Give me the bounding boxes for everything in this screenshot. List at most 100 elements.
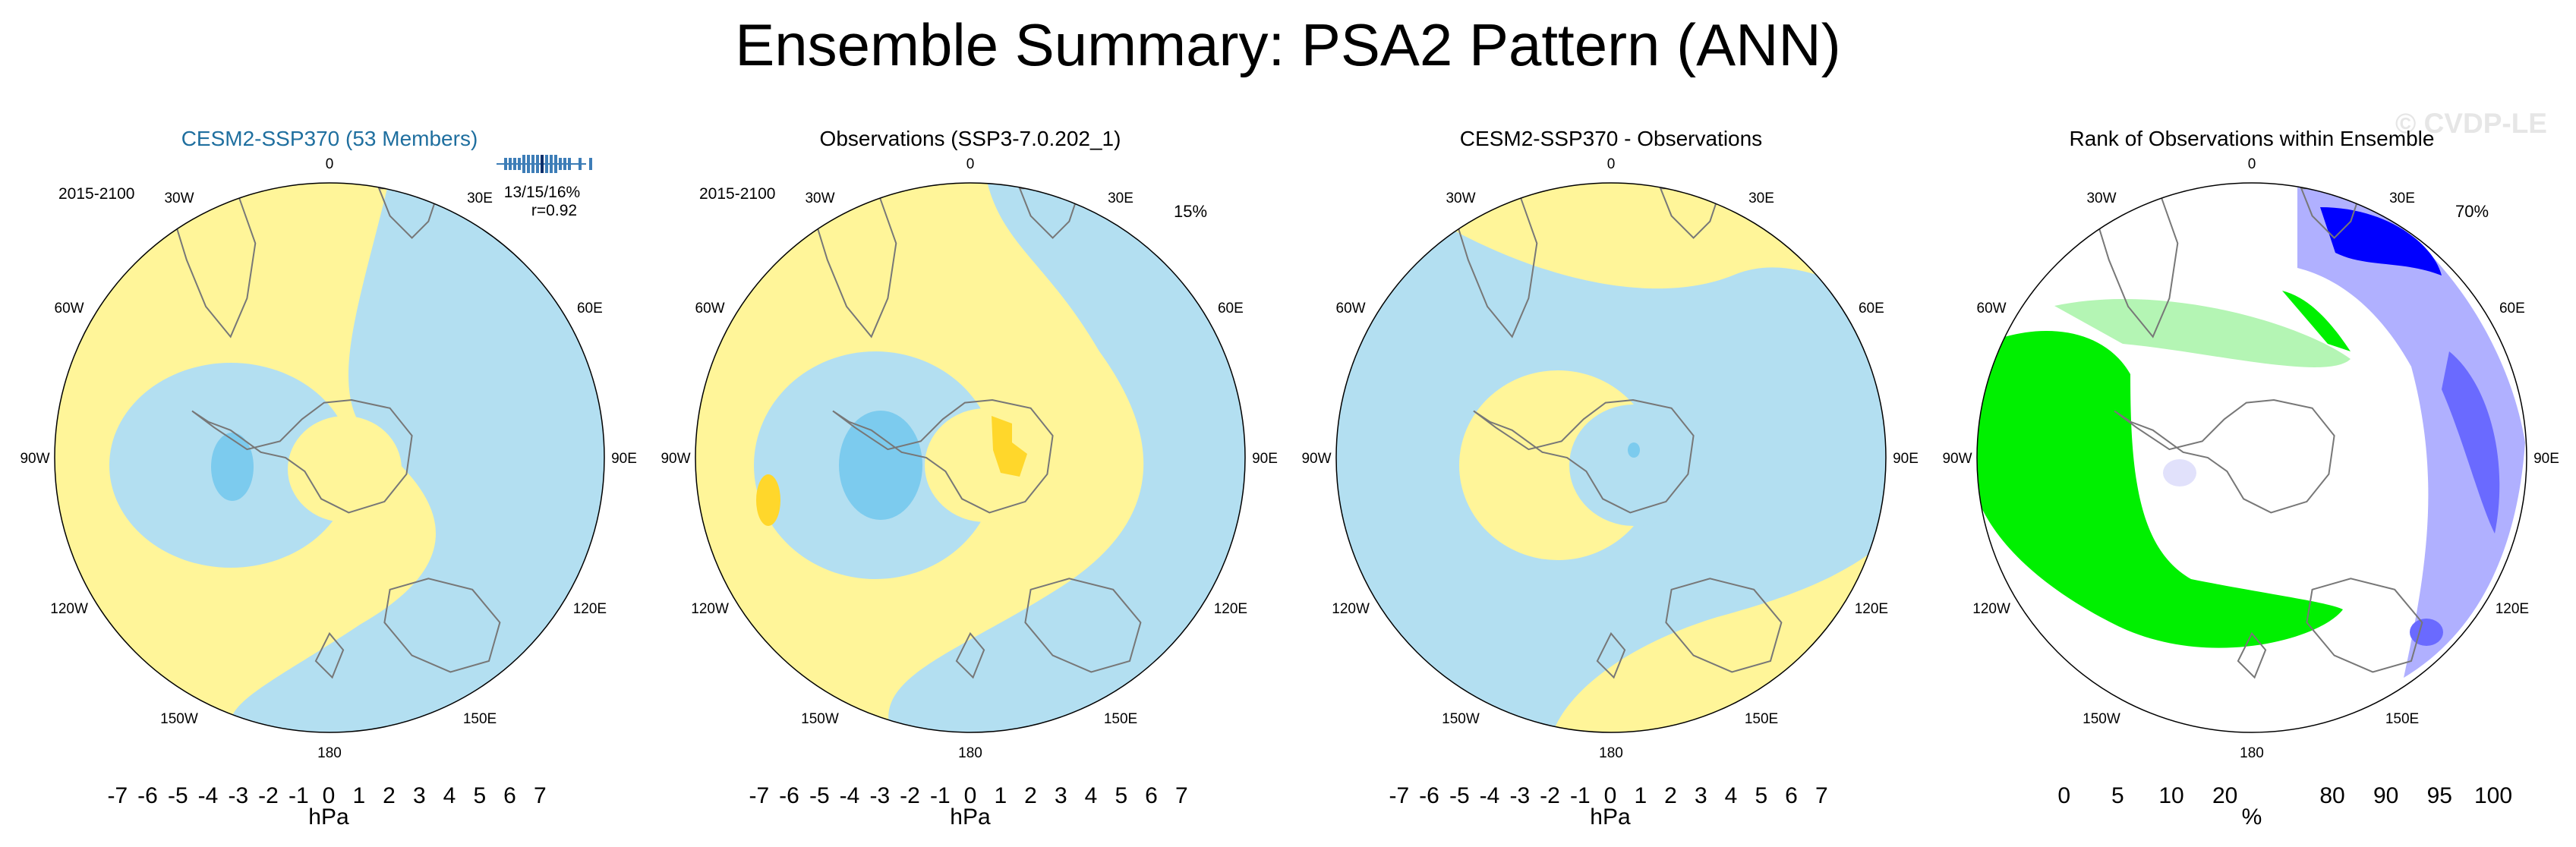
colorbar-tick-label: 100 [2474,783,2512,808]
colorbar-tick-label: 5 [1115,783,1127,808]
panel-4: 0 30E 60E 90E 120E 150E 180 150W 120W 90W 60W 30W Ra… [1942,127,2559,761]
longitude-label-90e: 90E [1252,451,1278,467]
panel-2: 0 30E 60E 90E 120E 150E 180 150W 120W 90W 60W 30W Ob… [661,127,1277,761]
colorbar-tick-label: -4 [1480,783,1500,808]
longitude-label-30e: 30E [1748,190,1774,206]
longitude-label-120w: 120W [50,601,88,617]
colorbar-tick-label: -4 [840,783,860,808]
colorbar-tick-label: -2 [1540,783,1560,808]
longitude-labels: 0 30E 60E 90E 120E 150E 180 150W 120W 90W 60W 30W [661,156,1277,761]
longitude-labels: 0 30E 60E 90E 120E 150E 180 150W 120W 90W 60W 30W [1301,156,1918,761]
longitude-label-150w: 150W [1442,711,1480,727]
longitude-label-60e: 60E [2499,301,2525,316]
colorbar-tick-label: 4 [1085,783,1098,808]
field-positive-core [992,416,1027,477]
colorbar-tick-label: -7 [1389,783,1409,808]
panel-title: Observations (SSP3-7.0.202_1) [820,127,1121,150]
field-negative-core [839,411,922,520]
field-layer [55,183,604,732]
longitude-label-60e: 60E [1218,301,1244,316]
rank-high-pacific [1977,331,2343,648]
colorbar-tick-label: 5 [1755,783,1767,808]
longitude-label-150w: 150W [160,711,198,727]
longitude-label-60w: 60W [55,301,84,316]
longitude-label-150e: 150E [1745,711,1778,727]
colorbar-tick-label: -3 [1509,783,1530,808]
colorbar-tick-label: 3 [1055,783,1067,808]
colorbar-tick-label: -3 [869,783,890,808]
longitude-labels: 0 30E 60E 90E 120E 150E 180 150W 120W 90W 60W 30W [20,156,636,761]
colorbar-tick-label: 1 [352,783,365,808]
longitude-label-150w: 150W [801,711,839,727]
longitude-labels: 0 30E 60E 90E 120E 150E 180 150W 120W 90W 60W 30W [1942,156,2559,761]
colorbar-1: -7 -6 -5 -4 -3 -2 -1 0 1 2 3 4 5 6 7 hPa [107,783,546,830]
colorbar-4: 0 5 10 20 80 90 95 100% [2057,783,2512,830]
australia-outline [2306,578,2423,673]
colorbar-tick-label: 7 [534,783,547,808]
colorbar-tick-label: -5 [1449,783,1470,808]
longitude-label-0: 0 [1607,156,1616,172]
colorbar-tick-label: -2 [900,783,920,808]
australia-outline [1024,578,1142,673]
field-negative [888,183,1245,732]
antarctica-outline [832,398,1054,514]
rank-low-band [2297,183,2525,678]
figure-title: Ensemble Summary: PSA2 Pattern (ANN) [735,11,1841,78]
correlation-label: r=0.92 [531,202,577,219]
colorbar-tick-label: 4 [443,783,456,808]
longitude-label-180: 180 [958,745,982,761]
longitude-label-60w: 60W [1977,301,2007,316]
rank-low-east [2442,351,2500,534]
australia-outline [383,578,501,673]
colorbar-tick-label: 4 [1725,783,1738,808]
colorbar-tick-label: 5 [2111,783,2124,808]
longitude-label-120w: 120W [1972,601,2010,617]
colorbar-tick-label: 20 [2212,783,2237,808]
longitude-label-120e: 120E [2496,601,2529,617]
colorbar-2: -7 -6 -5 -4 -3 -2 -1 0 1 2 3 4 5 6 7 hPa [749,783,1187,830]
colorbar-tick-label: -6 [1419,783,1439,808]
panel-title: CESM2-SSP370 - Observations [1460,127,1762,150]
colorbar-tick-label: 5 [473,783,486,808]
colorbar-tick-label: 6 [1145,783,1158,808]
rank-low-core [2320,207,2442,276]
colorbar-tick-label: 2 [1664,783,1677,808]
field-positive-pole [288,416,402,522]
colorbar-tick-label: 1 [994,783,1007,808]
longitude-label-150e: 150E [1104,711,1137,727]
longitude-label-0: 0 [2248,156,2256,172]
longitude-label-120e: 120E [573,601,607,617]
watermark: © CVDP-LE [2395,108,2547,139]
period-label: 2015-2100 [699,185,775,203]
longitude-label-60w: 60W [695,301,725,316]
colorbar-tick-label: 2 [383,783,396,808]
colorbar-3: -7 -6 -5 -4 -3 -2 -1 0 1 2 3 4 5 6 7 hPa [1389,783,1827,830]
panel-1: 0 30E 60E 90E 120E 150E 180 150W 120W 90W 60W 30W CE… [20,127,636,761]
rank-high-ring [2054,298,2351,367]
antarctica-outline [2114,398,2335,514]
longitude-label-30w: 30W [805,190,834,206]
colorbar-tick-label: 6 [503,783,516,808]
longitude-label-90e: 90E [611,451,637,467]
colorbar-tick-label: -2 [258,783,279,808]
longitude-label-60e: 60E [577,301,603,316]
longitude-label-180: 180 [1599,745,1623,761]
field-negative-core [1628,442,1640,458]
rank-low-pole [2163,459,2196,486]
longitude-label-60w: 60W [1336,301,1366,316]
period-label: 2015-2100 [58,185,134,203]
panel-title: CESM2-SSP370 (53 Members) [181,127,478,150]
colorbar-tick-label: 10 [2158,783,2183,808]
colorbar-tick-label: 90 [2373,783,2398,808]
longitude-label-0: 0 [966,156,975,172]
colorbar-tick-label: -5 [168,783,188,808]
colorbar-tick-label: -7 [749,783,769,808]
panel-title: Rank of Observations within Ensemble [2070,127,2435,150]
colorbar-tick-label: 7 [1815,783,1828,808]
longitude-label-120e: 120E [1855,601,1888,617]
colorbar-tick-label: -1 [1570,783,1591,808]
longitude-label-0: 0 [326,156,334,172]
longitude-label-90e: 90E [1893,451,1919,467]
longitude-label-30e: 30E [467,190,493,206]
colorbar-tick-label: 0 [2057,783,2070,808]
